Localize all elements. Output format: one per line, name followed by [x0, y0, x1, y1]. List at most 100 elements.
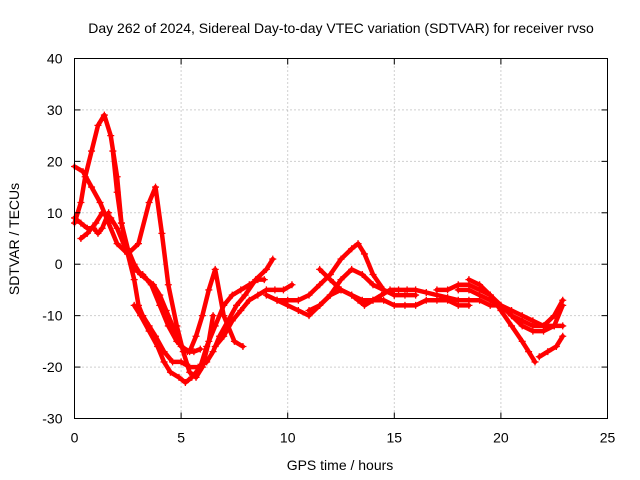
data-point: [145, 199, 153, 206]
data-point: [518, 337, 526, 345]
data-point: [154, 343, 162, 350]
data-point: [177, 358, 185, 366]
data-point: [390, 291, 398, 299]
data-point: [233, 301, 241, 309]
data-point: [156, 291, 164, 299]
data-point: [326, 291, 334, 299]
data-point: [294, 307, 302, 314]
data-point: [160, 358, 168, 366]
y-tick-label: -20: [42, 359, 62, 375]
series-sat-o: [454, 286, 567, 335]
data-point: [237, 286, 245, 294]
data-point: [395, 286, 403, 294]
data-point: [369, 296, 377, 304]
data-point: [531, 358, 539, 366]
data-point: [92, 219, 100, 227]
y-tick-label: 0: [55, 256, 63, 272]
data-point: [209, 348, 217, 356]
y-tick-label: -10: [42, 308, 62, 324]
data-point: [145, 327, 153, 335]
data-point: [354, 240, 362, 248]
data-point: [348, 265, 356, 273]
data-point: [124, 250, 132, 258]
data-point: [205, 286, 213, 294]
data-point: [348, 245, 356, 253]
x-axis-label: GPS time / hours: [287, 457, 394, 473]
data-point: [559, 301, 567, 309]
data-point: [94, 121, 102, 129]
data-point: [422, 296, 430, 304]
chart-title: Day 262 of 2024, Sidereal Day-to-day VTE…: [88, 20, 594, 36]
data-point: [273, 296, 281, 304]
data-point: [412, 291, 420, 299]
data-point: [337, 286, 345, 294]
data-point: [476, 281, 484, 289]
data-point: [444, 286, 452, 294]
data-point: [88, 147, 96, 155]
y-tick-label: 40: [47, 51, 63, 67]
data-point: [149, 281, 157, 289]
data-point: [550, 322, 558, 330]
data-point: [77, 199, 85, 206]
data-point: [230, 337, 238, 345]
x-tick-label: 25: [600, 430, 616, 446]
data-point: [98, 209, 106, 217]
data-point: [390, 301, 398, 309]
data-point: [380, 296, 388, 304]
data-point: [360, 301, 368, 309]
data-point: [245, 281, 253, 289]
data-point: [107, 132, 115, 140]
x-tick-label: 20: [493, 430, 509, 446]
series-line: [537, 333, 565, 360]
data-point: [316, 281, 324, 289]
data-point: [465, 276, 473, 284]
x-tick-label: 0: [71, 430, 79, 446]
data-point: [262, 265, 270, 273]
data-point: [173, 322, 181, 330]
data-point: [175, 373, 183, 381]
data-point: [559, 322, 567, 330]
data-point: [508, 322, 516, 330]
data-point: [254, 291, 262, 299]
data-point: [113, 240, 121, 248]
series-sat-a: [71, 111, 204, 356]
data-point: [220, 301, 228, 309]
data-point: [137, 312, 145, 320]
series-sat-j: [316, 265, 473, 309]
plot-frame: [74, 58, 608, 419]
data-point: [262, 291, 270, 299]
data-point: [162, 307, 170, 314]
data-point: [269, 255, 277, 263]
data-point: [433, 296, 441, 304]
x-tick-label: 10: [280, 430, 296, 446]
data-point: [169, 358, 177, 366]
data-point: [228, 291, 236, 299]
y-tick-label: 20: [47, 153, 63, 169]
data-point: [518, 322, 526, 330]
series-sat-d: [77, 209, 277, 371]
data-point: [454, 301, 462, 309]
data-point: [337, 276, 345, 284]
data-point: [96, 199, 104, 206]
data-point: [535, 353, 543, 361]
data-point: [130, 301, 138, 309]
data-point: [203, 343, 211, 350]
series-sat-c: [71, 163, 217, 381]
data-point: [98, 224, 106, 232]
data-point: [260, 276, 268, 284]
data-point: [316, 301, 324, 309]
data-point: [209, 312, 217, 320]
data-point: [337, 255, 345, 263]
data-point: [559, 332, 567, 340]
x-tick-label: 15: [387, 430, 403, 446]
series-sat-n: [535, 332, 567, 361]
data-point: [497, 301, 505, 309]
data-point: [113, 188, 121, 196]
data-point: [508, 312, 516, 320]
data-point: [271, 286, 279, 294]
series-sat-f: [71, 209, 113, 237]
data-point: [211, 265, 219, 273]
data-point: [486, 296, 494, 304]
series-line: [466, 277, 538, 365]
data-point: [401, 301, 409, 309]
